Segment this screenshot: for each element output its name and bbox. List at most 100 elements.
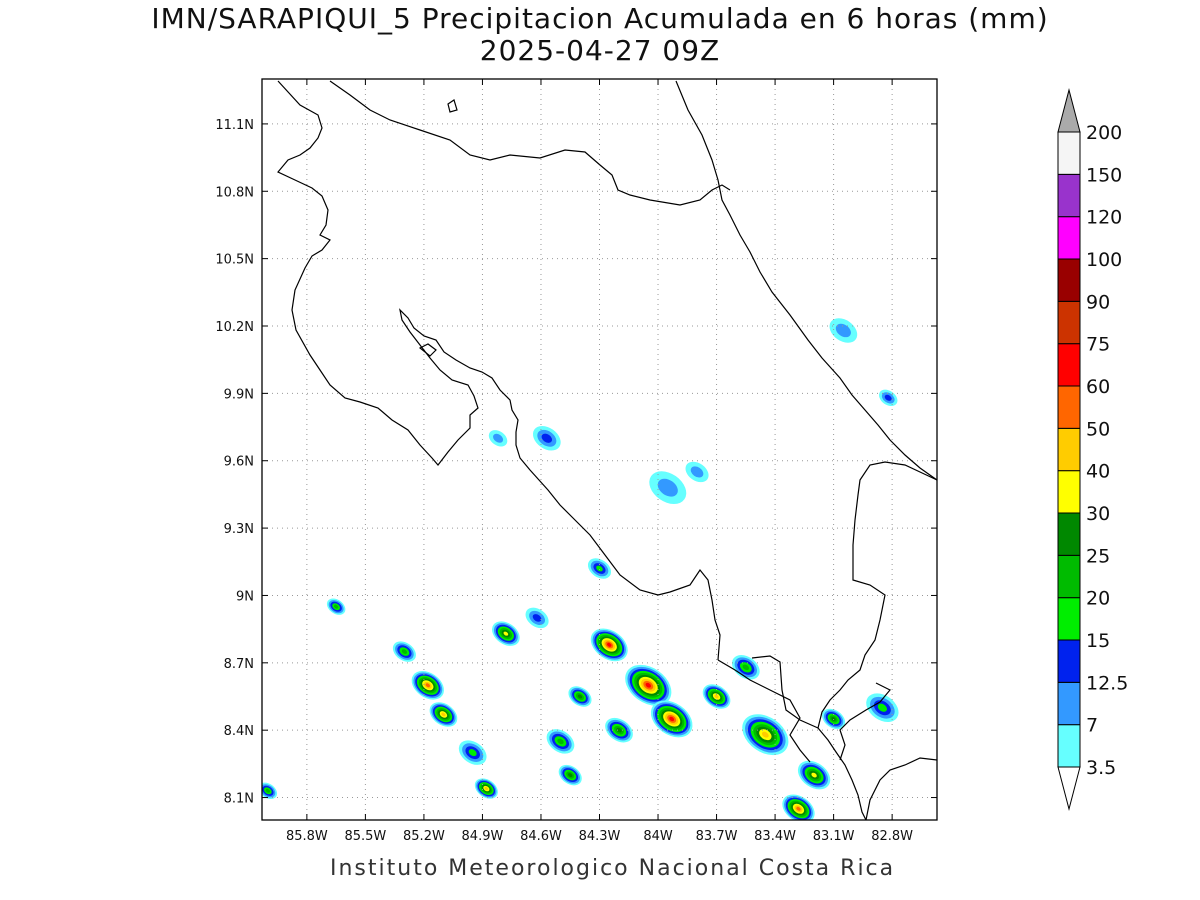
colorbar-segment [1057,724,1081,768]
precip-contour [669,716,675,722]
colorbar-segment [1057,173,1081,218]
precip-contour [425,683,430,688]
colorbar-level-label: 150 [1086,164,1122,186]
colorbar-level-label: 30 [1086,503,1110,525]
precip-contour [484,787,489,791]
colorbar-segment [1057,470,1081,514]
lake-nicaragua-shore [329,80,731,206]
precip-contour [265,788,270,793]
map-title: IMN/SARAPIQUI_5 Precipitacion Acumulada … [151,2,1049,35]
lat-tick-label: 10.8N [215,185,254,200]
precip-contour [690,466,704,478]
precip-cell [546,729,575,754]
colorbar-segment [1057,639,1081,683]
colorbar-level-label: 100 [1086,249,1122,271]
lat-tick-label: 10.5N [215,253,254,268]
lat-tick-label: 11.1N [215,118,254,133]
precip-contour [657,478,678,497]
precip-contour [441,712,446,717]
precip-contour [835,323,851,338]
panama-coast-south [865,757,937,820]
osa-peninsula [717,659,811,763]
colorbar-legend: 3.5 7 12.5 15 20 25 30 40 50 60 75 90 100 120 150 200 [1057,88,1128,811]
colorbar-segment [1057,512,1081,556]
colorbar-segment [1057,554,1081,599]
precip-cell [558,764,582,786]
panama-border [817,461,937,820]
lat-tick-label: 9.9N [224,387,254,402]
precip-cell [822,708,846,730]
lon-tick-label: 84W [643,829,673,844]
precip-cell [650,700,693,738]
precip-contour [742,664,750,671]
colorbar-under-arrow [1057,766,1081,811]
precip-cell [829,318,858,343]
precip-contour [541,433,553,443]
precip-contour [761,731,769,738]
colorbar-segment [1057,216,1081,260]
colorbar-segment [1057,343,1081,387]
precip-cell [866,693,899,723]
precip-contour [796,806,801,811]
colorbar-level-label: 75 [1086,334,1110,356]
precip-cell [702,684,731,709]
colorbar-level-label: 20 [1086,588,1110,610]
precip-cell [878,389,898,407]
precip-cell [411,670,444,700]
precip-contour [877,703,887,712]
chiriqui-coast [839,682,891,761]
lon-tick-label: 83.4W [754,829,796,844]
colorbar-level-label: 25 [1086,545,1110,567]
precip-cell [525,607,549,629]
lon-tick-label: 84.9W [462,829,504,844]
precip-contour [568,773,573,778]
precip-contour [401,649,408,654]
colorbar-segment [1057,385,1081,429]
precip-cell [782,794,815,820]
colorbar-level-label: 12.5 [1086,672,1128,694]
colorbar-level-label: 50 [1086,418,1110,440]
colorbar-segment [1057,597,1081,641]
lat-lon-grid [262,79,937,820]
precip-contour [334,604,339,609]
precip-cell [568,686,592,707]
precip-cell [326,598,346,615]
precip-contour [532,614,542,622]
precip-cell [685,461,709,483]
colorbar-level-label: 200 [1086,122,1122,144]
precip-cell [590,628,628,662]
colorbar-level-label: 40 [1086,461,1110,483]
precip-cell [262,782,278,799]
precip-contour [577,694,583,699]
lat-tick-label: 9.3N [224,522,254,537]
colorbar-over-arrow [1057,88,1081,133]
island-1 [447,99,458,113]
pacific-coast-north [277,80,721,661]
precip-contour [503,631,509,636]
lon-tick-label: 84.3W [579,829,621,844]
lon-tick-label: 82.8W [871,829,913,844]
lon-tick-label: 84.6W [520,829,562,844]
colorbar-level-label: 60 [1086,376,1110,398]
precip-contour [811,772,817,778]
map-subtitle-date: 2025-04-27 09Z [479,34,721,67]
colorbar-segment [1057,300,1081,345]
colorbar-level-label: 15 [1086,630,1110,652]
precip-contour [557,738,564,745]
colorbar-level-label: 120 [1086,207,1122,229]
coastline [277,80,937,820]
lat-tick-label: 10.2N [215,320,254,335]
colorbar-level-label: 90 [1086,291,1110,313]
colorbar-segment [1057,131,1081,175]
precip-contour [714,694,719,699]
precip-cell [492,621,520,646]
precip-contour [831,716,836,721]
colorbar-segment [1057,427,1081,472]
precip-cell [429,702,458,727]
precip-cell [458,740,487,765]
precip-cell [392,641,416,662]
lon-tick-label: 85.8W [286,829,328,844]
island-2 [418,343,437,357]
precip-contour [616,727,622,733]
